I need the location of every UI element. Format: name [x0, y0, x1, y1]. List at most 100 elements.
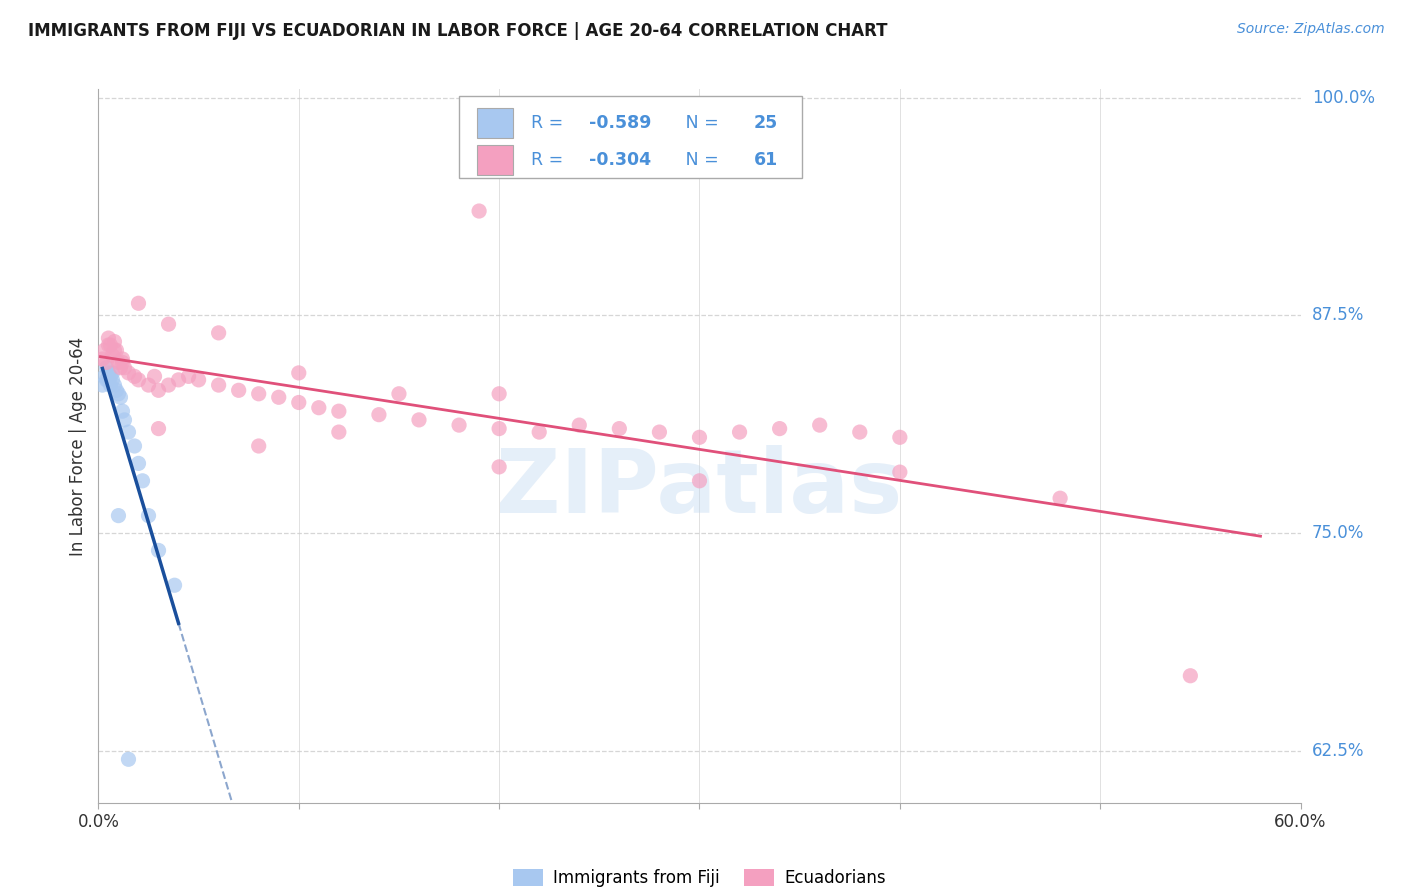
Point — [288, 395, 311, 409]
Text: N =: N = — [669, 152, 724, 169]
Point — [228, 384, 250, 398]
FancyBboxPatch shape — [477, 145, 513, 176]
Point — [128, 457, 150, 471]
Point — [117, 425, 139, 439]
Point — [568, 418, 591, 433]
Y-axis label: In Labor Force | Age 20-64: In Labor Force | Age 20-64 — [69, 336, 87, 556]
Text: 62.5%: 62.5% — [1312, 741, 1364, 760]
Point — [105, 343, 128, 358]
Point — [111, 355, 134, 369]
Point — [103, 334, 125, 349]
Text: R =: R = — [531, 152, 569, 169]
Text: 87.5%: 87.5% — [1312, 307, 1364, 325]
Text: 61: 61 — [754, 152, 778, 169]
Text: ZIPatlas: ZIPatlas — [496, 445, 903, 533]
Point — [768, 421, 790, 435]
Point — [143, 369, 166, 384]
Point — [163, 578, 186, 592]
Point — [91, 378, 114, 392]
Point — [96, 373, 118, 387]
Point — [728, 425, 751, 439]
Point — [688, 430, 710, 444]
Point — [97, 366, 120, 380]
Point — [107, 508, 129, 523]
Point — [157, 317, 180, 331]
Text: R =: R = — [531, 113, 569, 132]
Point — [488, 421, 510, 435]
Point — [114, 360, 136, 375]
FancyBboxPatch shape — [477, 108, 513, 137]
Point — [488, 386, 510, 401]
Point — [100, 378, 122, 392]
Point — [110, 390, 132, 404]
Text: IMMIGRANTS FROM FIJI VS ECUADORIAN IN LABOR FORCE | AGE 20-64 CORRELATION CHART: IMMIGRANTS FROM FIJI VS ECUADORIAN IN LA… — [28, 22, 887, 40]
Point — [96, 355, 118, 369]
Point — [100, 338, 122, 352]
Point — [368, 408, 391, 422]
Point — [308, 401, 330, 415]
Point — [101, 366, 124, 380]
Point — [529, 425, 551, 439]
Point — [91, 351, 114, 366]
Point — [849, 425, 872, 439]
Point — [247, 439, 270, 453]
Text: -0.589: -0.589 — [589, 113, 651, 132]
Point — [101, 349, 124, 363]
Point — [117, 752, 139, 766]
Point — [648, 425, 671, 439]
Point — [107, 386, 129, 401]
FancyBboxPatch shape — [458, 96, 801, 178]
Point — [124, 369, 146, 384]
Point — [128, 373, 150, 387]
Point — [100, 369, 122, 384]
Legend: Immigrants from Fiji, Ecuadorians: Immigrants from Fiji, Ecuadorians — [506, 863, 893, 892]
Point — [96, 360, 118, 375]
Point — [808, 418, 831, 433]
Text: -0.304: -0.304 — [589, 152, 651, 169]
Point — [1180, 669, 1202, 683]
Point — [267, 390, 290, 404]
Text: Source: ZipAtlas.com: Source: ZipAtlas.com — [1237, 22, 1385, 37]
Point — [167, 373, 190, 387]
Point — [247, 386, 270, 401]
Point — [187, 373, 209, 387]
Point — [328, 425, 350, 439]
Point — [128, 296, 150, 310]
Point — [97, 331, 120, 345]
Point — [111, 351, 134, 366]
Point — [148, 421, 170, 435]
Point — [208, 378, 231, 392]
Point — [208, 326, 231, 340]
Point — [447, 418, 470, 433]
Point — [138, 508, 160, 523]
Point — [157, 378, 180, 392]
Point — [107, 355, 129, 369]
Point — [97, 338, 120, 352]
Point — [101, 373, 124, 387]
Point — [103, 343, 125, 358]
Point — [609, 421, 631, 435]
Text: N =: N = — [669, 113, 724, 132]
Point — [177, 369, 200, 384]
Point — [468, 204, 491, 219]
Point — [488, 459, 510, 474]
Point — [93, 343, 115, 358]
Point — [117, 366, 139, 380]
Point — [131, 474, 153, 488]
Point — [93, 369, 115, 384]
Text: 100.0%: 100.0% — [1312, 89, 1375, 107]
Text: 25: 25 — [754, 113, 778, 132]
Point — [114, 413, 136, 427]
Point — [111, 404, 134, 418]
Point — [889, 465, 911, 479]
Point — [124, 439, 146, 453]
Point — [97, 373, 120, 387]
Point — [148, 543, 170, 558]
Point — [328, 404, 350, 418]
Point — [105, 384, 128, 398]
Point — [138, 378, 160, 392]
Point — [388, 386, 411, 401]
Point — [408, 413, 430, 427]
Point — [103, 378, 125, 392]
Point — [110, 360, 132, 375]
